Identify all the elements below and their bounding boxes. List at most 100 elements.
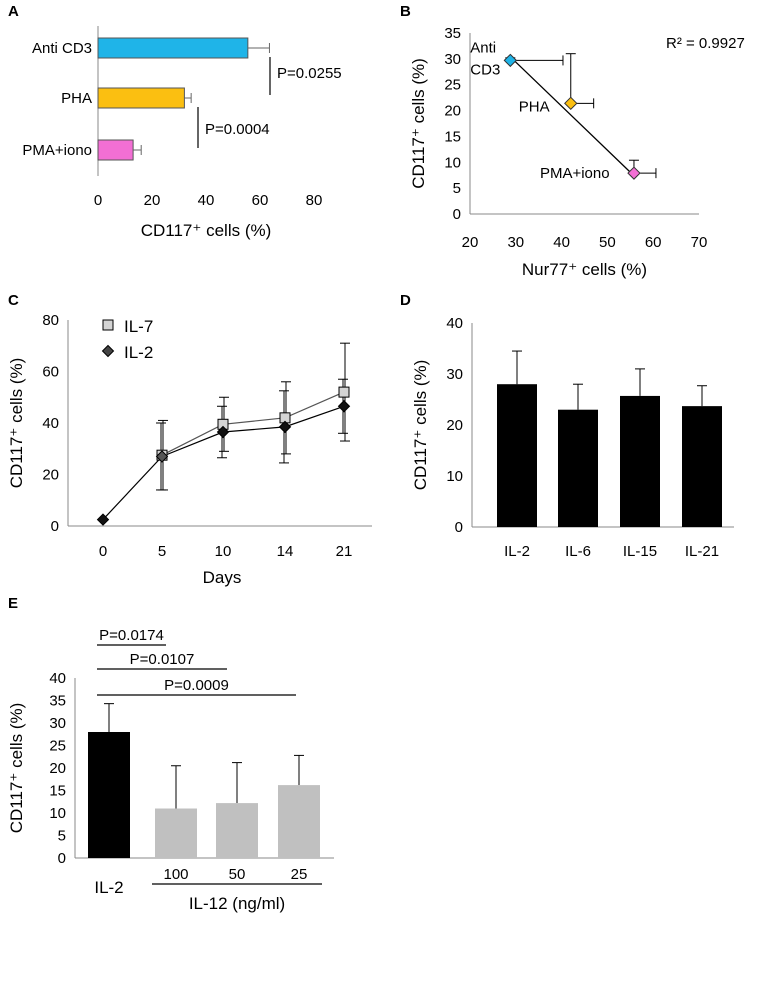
panel-e-y-tick: 30 (49, 715, 66, 732)
panel-a-bar (97, 37, 249, 59)
panel-b-x-tick: 20 (462, 234, 479, 251)
panel-c-point-il2 (96, 513, 110, 526)
panel-c-x-tick: 10 (215, 543, 232, 560)
panel-b-y-tick: 20 (444, 103, 461, 120)
panel-d-y-tick: 40 (446, 315, 463, 332)
panel-b-point (627, 166, 641, 180)
panel-b-y-tick: 5 (453, 180, 461, 197)
panel-b-x-tick: 40 (553, 234, 570, 251)
panel-c-legend-diamond-marker (101, 344, 115, 358)
panel-c-x-tick: 5 (158, 543, 166, 560)
panel-b-trendline (509, 56, 635, 177)
panel-c-point-il7 (338, 386, 350, 398)
panel-c-y-tick: 80 (42, 312, 59, 329)
panel-b-x-axis-title: Nur77⁺ cells (%) (522, 260, 647, 279)
panel-a-x-axis-title: CD117⁺ cells (%) (141, 221, 272, 240)
panel-e-y-tick: 15 (49, 783, 66, 800)
panel-c-y-tick: 40 (42, 415, 59, 432)
panel-b-point-label: CD3 (470, 61, 500, 78)
panel-b-x-tick: 60 (645, 234, 662, 251)
panel-label-b: B (400, 3, 411, 20)
panel-c-legend-square-marker (102, 319, 114, 331)
panel-c-y-tick: 60 (42, 364, 59, 381)
panel-b-x-tick: 70 (691, 234, 708, 251)
panel-c-series-line (161, 391, 345, 456)
panel-d-bar (620, 395, 660, 527)
panel-label-e: E (8, 595, 18, 612)
panel-d-y-tick: 30 (446, 366, 463, 383)
panel-e-bar (278, 785, 320, 858)
panel-d-y-tick: 10 (446, 468, 463, 485)
panel-c-y-tick: 0 (51, 518, 59, 535)
panel-a-x-tick: 60 (252, 192, 269, 209)
panel-c-point-il2 (155, 450, 169, 463)
panel-c-legend-label: IL-7 (124, 317, 153, 336)
panel-d-bar (558, 409, 598, 527)
panel-e-y-tick: 20 (49, 760, 66, 777)
panel-a-category-label: Anti CD3 (32, 40, 92, 57)
panel-a-bar (97, 139, 134, 161)
panel-label-c: C (8, 292, 19, 309)
panel-e-category-label: 100 (163, 866, 188, 883)
panel-d-bar (682, 406, 722, 527)
panel-c-legend-label: IL-2 (124, 343, 153, 362)
panel-a-p-value: P=0.0255 (277, 65, 342, 82)
panel-b-x-tick: 50 (599, 234, 616, 251)
panel-e-group-label: IL-12 (ng/ml) (189, 894, 285, 913)
panel-e-y-axis-title: CD117⁺ cells (%) (7, 703, 26, 834)
panel-e-bar (88, 732, 130, 858)
panel-b-point-label: Anti (470, 39, 496, 56)
panel-b-point-label: PHA (519, 98, 550, 115)
panel-b-y-tick: 10 (444, 154, 461, 171)
panel-d-y-axis-title: CD117⁺ cells (%) (411, 360, 430, 491)
panel-c-x-tick: 14 (277, 543, 294, 560)
panel-e-p-value: P=0.0107 (130, 651, 195, 668)
panel-d-bar (497, 384, 537, 527)
panel-b-chart: 0 5 10 15 20 25 30 35 20 30 40 50 60 70 Anti CD3 PHA PMA+… (409, 25, 745, 279)
panel-a-bar (97, 87, 185, 109)
panel-e-p-value: P=0.0009 (164, 677, 229, 694)
panel-e-y-tick: 35 (49, 693, 66, 710)
panel-c-point-il2 (278, 420, 292, 434)
panel-c-x-axis-title: Days (203, 568, 242, 587)
panel-a-chart: 0 20 40 60 80 Anti CD3 PHA PMA+iono CD117⁺ cells… (22, 26, 342, 240)
panel-c-x-tick: 0 (99, 543, 107, 560)
panel-e-y-tick: 0 (58, 850, 66, 867)
panel-b-r-squared: R² = 0.9927 (666, 35, 745, 52)
panel-d-category-label: IL-2 (504, 543, 530, 560)
panel-b-x-tick: 30 (507, 234, 524, 251)
panel-c-point-il2 (216, 425, 230, 439)
panel-e-y-tick: 40 (49, 670, 66, 687)
panel-label-a: A (8, 3, 19, 20)
panel-b-y-tick: 0 (453, 206, 461, 223)
panel-a-x-tick: 40 (198, 192, 215, 209)
panel-c-y-tick: 20 (42, 467, 59, 484)
panel-e-p-value: P=0.0174 (99, 627, 164, 644)
panel-b-point-label: PMA+iono (540, 165, 610, 182)
panel-a-x-tick: 80 (306, 192, 323, 209)
panel-c-x-tick: 21 (336, 543, 353, 560)
panel-c-chart: 0 20 40 60 80 0 5 10 14 21 IL-7 IL-2 Days CD117⁺ cell… (7, 312, 372, 587)
panel-a-category-label: PMA+iono (22, 142, 92, 159)
panel-a-x-tick: 20 (144, 192, 161, 209)
panel-d-y-tick: 0 (455, 519, 463, 536)
panel-e-category-label: 25 (291, 866, 308, 883)
panel-a-x-tick: 0 (94, 192, 102, 209)
panel-b-point (503, 53, 518, 68)
panel-e-y-tick: 5 (58, 828, 66, 845)
panel-d-y-tick: 20 (446, 417, 463, 434)
panel-label-d: D (400, 292, 411, 309)
panel-e-chart: 0 5 10 15 20 25 30 35 40 IL-2 100 50 25 IL-12 (ng/ml)… (7, 627, 334, 913)
panel-b-y-tick: 35 (444, 25, 461, 42)
panel-d-category-label: IL-15 (623, 543, 657, 560)
panel-a-category-label: PHA (61, 90, 92, 107)
panel-e-bar (216, 803, 258, 858)
panel-a-p-value: P=0.0004 (205, 121, 270, 138)
panel-e-category-label: 50 (229, 866, 246, 883)
panel-b-point (564, 96, 578, 111)
panel-e-category-label: IL-2 (94, 878, 123, 897)
panel-e-bar (155, 808, 197, 858)
panel-c-y-axis-title: CD117⁺ cells (%) (7, 358, 26, 489)
panel-e-y-tick: 25 (49, 738, 66, 755)
